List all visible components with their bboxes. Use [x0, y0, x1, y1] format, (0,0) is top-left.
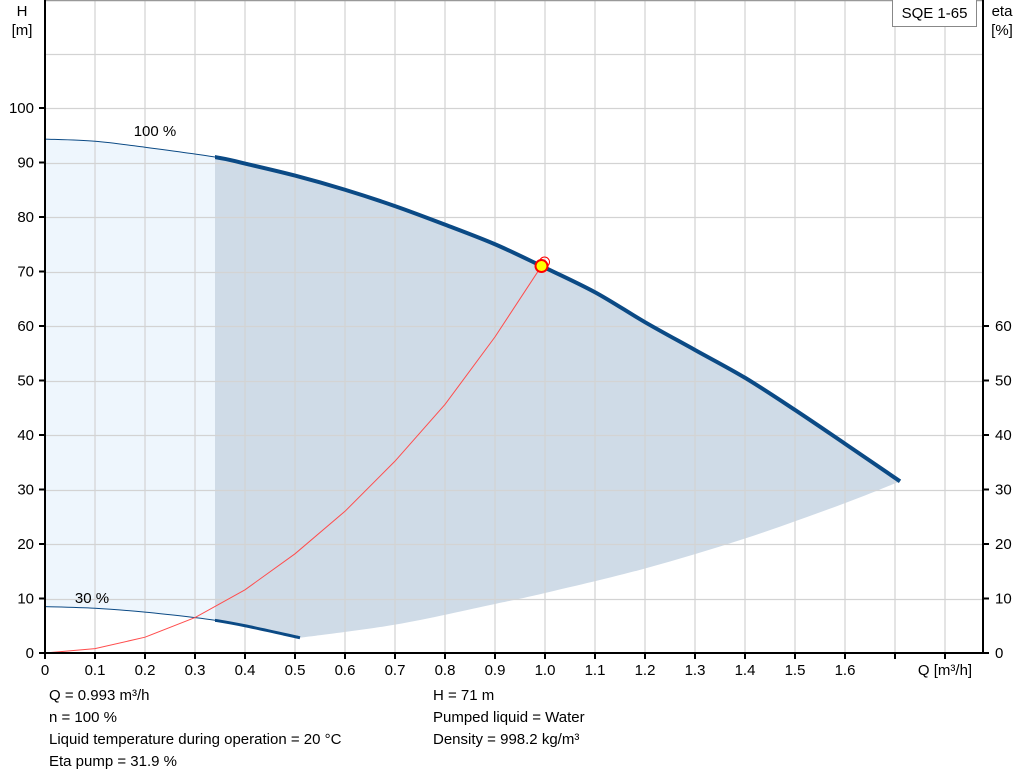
x-tick-label: 0.7 — [385, 662, 406, 679]
x-tick-label: 1.5 — [785, 662, 806, 679]
operating-info-left: Q = 0.993 m³/h n = 100 % Liquid temperat… — [49, 685, 341, 773]
y-tick-label: 60 — [17, 318, 34, 335]
y-tick-label: 20 — [17, 536, 34, 553]
x-tick-label: 1.2 — [635, 662, 656, 679]
y-tick-label: 100 — [9, 100, 34, 117]
x-tick-label: 1.4 — [735, 662, 756, 679]
right-axis-title: eta [%] — [987, 2, 1017, 40]
info-density: Density = 998.2 kg/m³ — [433, 731, 580, 748]
x-tick-label: 0.6 — [335, 662, 356, 679]
y-tick-label: 70 — [17, 264, 34, 281]
system-curve — [44, 265, 542, 654]
right-axis-name: eta — [991, 3, 1013, 20]
y2-tick-label: 50 — [995, 373, 1012, 390]
left-axis-name: H — [16, 3, 28, 20]
x-tick-label: 0.9 — [485, 662, 506, 679]
x-tick-label: 0.4 — [235, 662, 256, 679]
x-tick-label: 0 — [41, 662, 49, 679]
x-tick-label: 1.6 — [835, 662, 856, 679]
operating-info-right: H = 71 m Pumped liquid = Water Density =… — [433, 685, 585, 751]
y-tick-label: 0 — [26, 645, 34, 662]
qh-curve-100-extended — [45, 138, 215, 158]
y2-tick-label: 40 — [995, 427, 1012, 444]
x-tick-label: 1.0 — [535, 662, 556, 679]
x-tick-label: 0.5 — [285, 662, 306, 679]
info-flow: Q = 0.993 m³/h — [49, 687, 150, 704]
info-speed: n = 100 % — [49, 709, 117, 726]
y-tick-label: 50 — [17, 373, 34, 390]
operating-area-light — [45, 139, 215, 621]
y-tick-label: 30 — [17, 482, 34, 499]
left-axis-unit: [m] — [11, 22, 33, 39]
y2-tick-label: 30 — [995, 482, 1012, 499]
qh-curve-100 — [215, 155, 902, 483]
info-liquid: Pumped liquid = Water — [433, 709, 585, 726]
y-tick-label: 90 — [17, 155, 34, 172]
y2-tick-label: 0 — [995, 645, 1003, 662]
label-100-percent: 100 % — [134, 123, 177, 140]
y-tick-label: 40 — [17, 427, 34, 444]
y2-tick-label: 60 — [995, 318, 1012, 335]
model-label: SQE 1-65 — [892, 0, 977, 27]
operating-area — [215, 157, 900, 638]
info-eta-pump: Eta pump = 31.9 % — [49, 753, 177, 770]
info-temperature: Liquid temperature during operation = 20… — [49, 731, 342, 748]
y2-tick-label: 10 — [995, 591, 1012, 608]
x-tick-label: 0.1 — [85, 662, 106, 679]
label-30-percent: 30 % — [75, 590, 109, 607]
operating-point-marker — [534, 259, 549, 274]
y-tick-label: 10 — [17, 591, 34, 608]
qh-curve-30 — [215, 618, 301, 640]
x-tick-label: 0.2 — [135, 662, 156, 679]
x-tick-label: 0.8 — [435, 662, 456, 679]
right-axis-unit: [%] — [991, 22, 1013, 39]
x-tick-label: 0.3 — [185, 662, 206, 679]
y-tick-label: 80 — [17, 209, 34, 226]
y2-tick-label: 20 — [995, 536, 1012, 553]
x-axis-title: Q [m³/h] — [918, 662, 972, 679]
left-axis-title: H [m] — [8, 2, 36, 40]
x-tick-label: 1.3 — [685, 662, 706, 679]
info-head: H = 71 m — [433, 687, 495, 704]
x-tick-label: 1.1 — [585, 662, 606, 679]
